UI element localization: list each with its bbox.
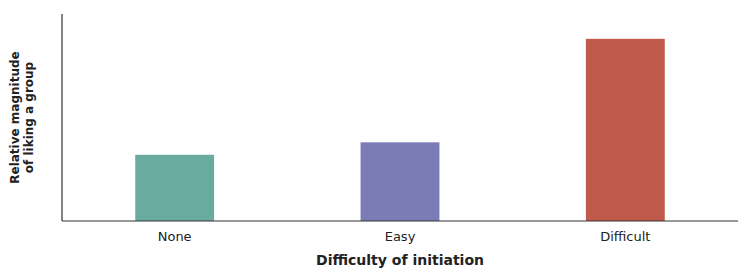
bar — [361, 142, 440, 221]
x-tick-label: Easy — [385, 229, 416, 244]
bar — [135, 155, 214, 221]
x-tick-label: None — [158, 229, 192, 244]
bar — [586, 39, 665, 221]
y-axis-label: Relative magnitudeof liking a group — [8, 51, 36, 183]
x-tick-label: Difficult — [600, 229, 650, 244]
x-axis-line — [62, 220, 738, 221]
chart: None Easy Difficult Difficulty of initiatio… — [0, 0, 754, 277]
y-axis-line — [61, 14, 62, 221]
bars — [135, 39, 665, 221]
x-axis-label: Difficulty of initiation — [316, 252, 484, 268]
